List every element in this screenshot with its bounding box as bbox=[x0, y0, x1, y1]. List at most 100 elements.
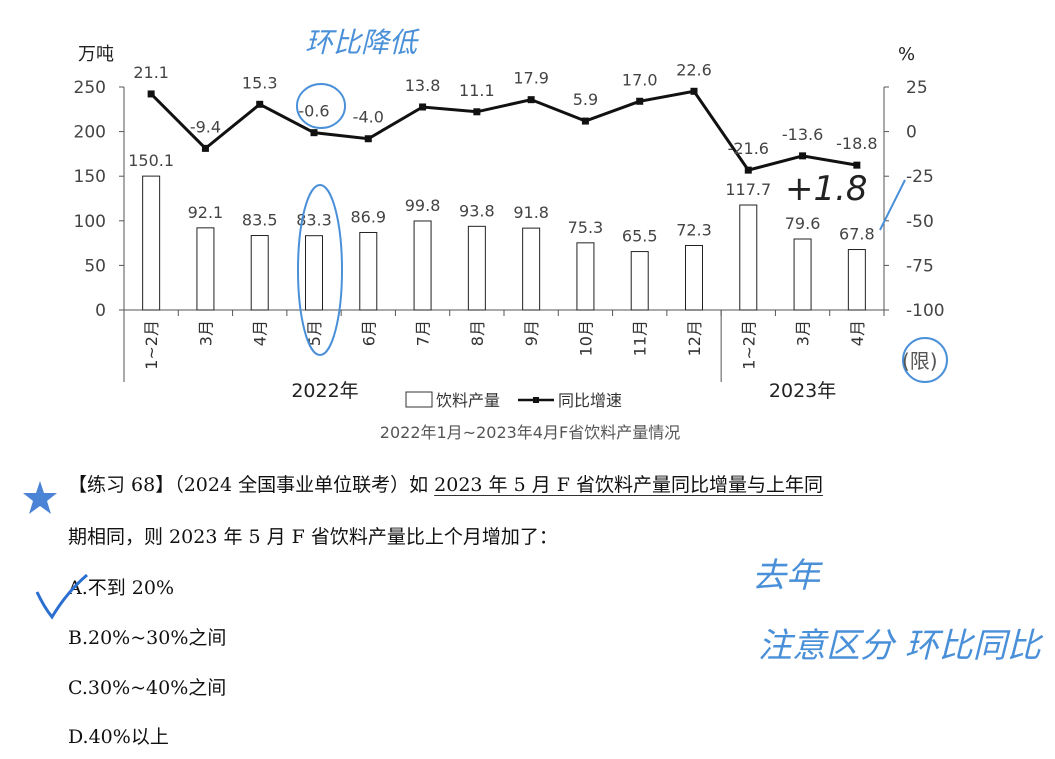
option-c[interactable]: C.30%~40%之间 bbox=[68, 677, 227, 699]
x-axis-category-label: 8月 bbox=[468, 320, 487, 346]
line-point bbox=[473, 108, 481, 116]
bar bbox=[576, 242, 595, 311]
question-line-1: 【练习 68】（2024 全国事业单位联考）如 2023 年 5 月 F 省饮料… bbox=[68, 470, 823, 497]
bar-value-label: 117.7 bbox=[725, 180, 771, 199]
line-point bbox=[636, 97, 644, 105]
x-axis-category-label: 1~2月 bbox=[142, 320, 161, 370]
bar bbox=[359, 231, 378, 311]
bar-value-label: 72.3 bbox=[676, 221, 712, 240]
left-axis-tick-label: 100 bbox=[74, 212, 106, 232]
x-axis-category-label: 9月 bbox=[522, 320, 541, 346]
handwritten-top-note: 环比降低 bbox=[305, 26, 420, 59]
x-axis-category-label: 5月 bbox=[305, 320, 324, 346]
x-axis-category-label: 7月 bbox=[414, 320, 433, 346]
bar bbox=[793, 238, 812, 311]
right-axis-tick-label: -25 bbox=[906, 167, 934, 187]
bar-value-label: 86.9 bbox=[350, 207, 386, 226]
left-axis-tick-label: 200 bbox=[74, 123, 106, 143]
line-point bbox=[744, 166, 752, 174]
line-value-label: -0.6 bbox=[298, 102, 329, 121]
handwritten-plus-note: +1.8 bbox=[785, 169, 868, 209]
option-b[interactable]: B.20%~30%之间 bbox=[68, 627, 227, 649]
line-value-label: 21.1 bbox=[133, 63, 169, 82]
bar bbox=[739, 204, 758, 311]
circle-mark-minus-0.6 bbox=[296, 83, 346, 129]
right-axis-unit: % bbox=[898, 44, 915, 65]
handwritten-note-qunian: 去年 bbox=[752, 556, 820, 596]
bar-value-label: 67.8 bbox=[839, 225, 875, 244]
bar-value-label: 83.5 bbox=[242, 211, 278, 230]
bar-value-label: 79.6 bbox=[785, 214, 821, 233]
bar-value-label: 65.5 bbox=[622, 227, 658, 246]
data-labels: 150.1 92.1 83.5 83.3 86.9 99.8 93.8 91.8 75.3 65.… bbox=[128, 60, 877, 245]
question-underlined-text: 2023 年 5 月 F 省饮料产量同比增量与上年同 bbox=[434, 474, 823, 496]
line-point bbox=[364, 135, 372, 143]
question-line2-rest: ，则 2023 年 5 月 F 省饮料产量比上个月增加了： bbox=[125, 526, 558, 548]
bar-value-label: 75.3 bbox=[568, 218, 604, 237]
line-point bbox=[853, 161, 861, 169]
line-value-label: 15.3 bbox=[242, 73, 278, 92]
line-point bbox=[527, 96, 535, 104]
x-axis-category-label: 4月 bbox=[848, 320, 867, 346]
right-axis-tick-label: -100 bbox=[906, 301, 945, 321]
left-axis-tick-label: 250 bbox=[74, 78, 106, 98]
line-value-label: 13.8 bbox=[405, 76, 441, 95]
line-point bbox=[256, 100, 264, 108]
chart-title: 2022年1月~2023年4月F省饮料产量情况 bbox=[380, 423, 680, 442]
legend-line-label: 同比增速 bbox=[558, 391, 622, 410]
left-axis-tick-label: 0 bbox=[95, 301, 106, 321]
line-point bbox=[419, 103, 427, 111]
bar bbox=[142, 175, 161, 311]
handwritten-annotations bbox=[296, 83, 948, 383]
line-value-label: -13.6 bbox=[782, 125, 823, 144]
bar-value-label: 92.1 bbox=[188, 203, 224, 222]
line-value-label: -9.4 bbox=[190, 117, 221, 136]
left-axis-tick-label: 50 bbox=[84, 256, 106, 276]
year-group-label: 2022年 bbox=[291, 380, 358, 402]
x-axis-category-label: 3月 bbox=[794, 320, 813, 346]
question-line-2: 期相同，则 2023 年 5 月 F 省饮料产量比上个月增加了： bbox=[68, 522, 558, 549]
star-mark-icon bbox=[23, 481, 57, 514]
line-point bbox=[690, 87, 698, 95]
circle-mark-right bbox=[902, 337, 948, 383]
line-value-label: 17.9 bbox=[513, 69, 549, 88]
left-axis-tick-label: 150 bbox=[74, 167, 106, 187]
line-value-label: -18.8 bbox=[836, 134, 877, 153]
right-axis-tick-label: 25 bbox=[906, 78, 928, 98]
bar bbox=[196, 227, 215, 311]
bar bbox=[522, 227, 541, 311]
option-a[interactable]: A.不到 20% bbox=[68, 577, 175, 599]
option-d[interactable]: D.40%以上 bbox=[68, 726, 169, 748]
line-value-label: 22.6 bbox=[676, 60, 712, 79]
bar-value-label: 91.8 bbox=[513, 203, 549, 222]
slash-mark bbox=[879, 179, 906, 231]
line-point bbox=[147, 90, 155, 98]
line-value-label: 5.9 bbox=[573, 90, 598, 109]
bar-value-label: 93.8 bbox=[459, 201, 495, 220]
bar bbox=[250, 235, 269, 311]
line-value-label: 17.0 bbox=[622, 70, 658, 89]
x-axis-category-label: 10月 bbox=[576, 320, 595, 356]
left-axis-unit: 万吨 bbox=[78, 44, 114, 65]
bar-value-label: 83.3 bbox=[296, 211, 332, 230]
line-value-label: -4.0 bbox=[353, 108, 384, 127]
question-line2-prefix: 期相同 bbox=[68, 526, 126, 548]
bar bbox=[413, 220, 432, 311]
x-axis-category-label: 4月 bbox=[251, 320, 270, 346]
x-axis-category-label: 11月 bbox=[631, 320, 650, 356]
bar bbox=[305, 235, 323, 311]
bar bbox=[847, 249, 866, 311]
line-value-label: 11.1 bbox=[459, 81, 495, 100]
bar bbox=[685, 245, 703, 311]
legend: 饮料产量 同比增速 bbox=[405, 391, 622, 410]
x-axis-category-label: 12月 bbox=[685, 320, 704, 356]
legend-line-marker bbox=[533, 397, 539, 403]
bar-series bbox=[142, 175, 866, 311]
line-series-path bbox=[150, 89, 858, 172]
line-point bbox=[581, 117, 589, 125]
handwritten-circle-note: (限) bbox=[902, 349, 938, 373]
circle-mark-may-bar bbox=[297, 184, 343, 356]
checkmark-icon bbox=[35, 573, 88, 620]
